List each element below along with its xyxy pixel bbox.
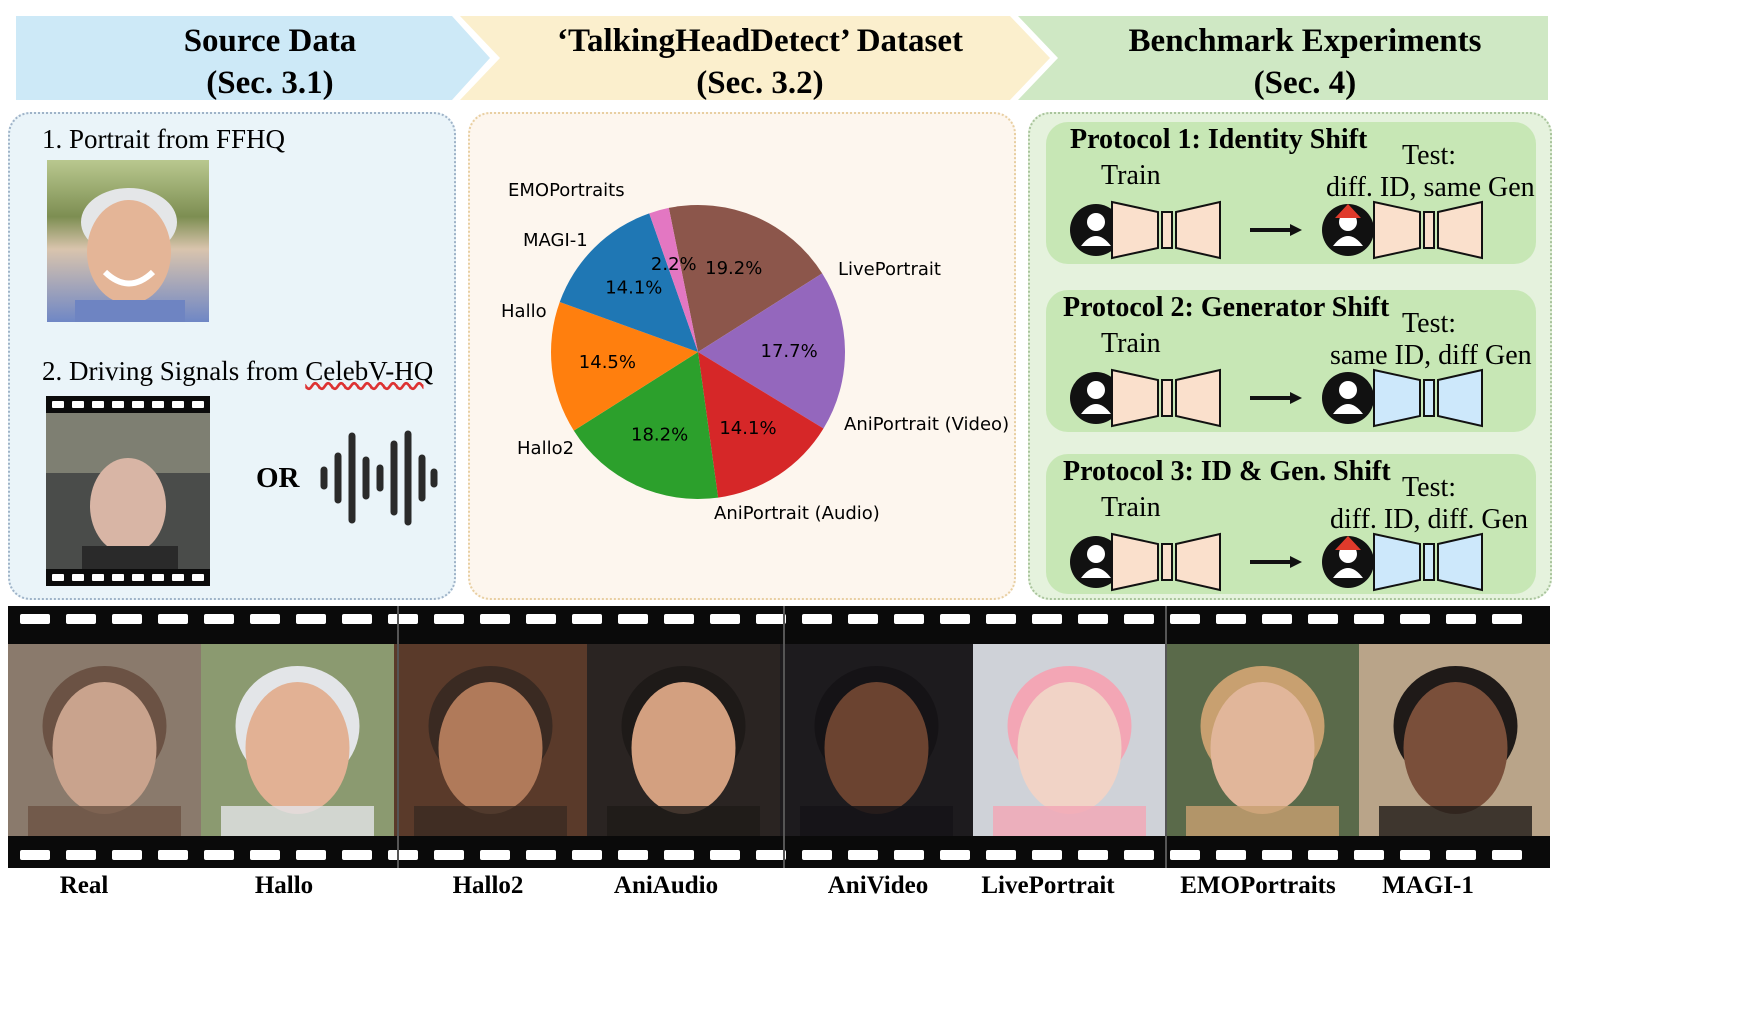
film-label-emoportraits: EMOPortraits (1180, 872, 1336, 899)
banner-benchmark (1018, 16, 1548, 100)
pie-label-hallo: Hallo (501, 301, 547, 322)
celebv-video-frame (46, 396, 210, 586)
protocol-1-test-condition: diff. ID, same Gen (1326, 172, 1535, 203)
protocol-1-test-heading: Test: (1402, 140, 1457, 171)
train-model-icon (1111, 532, 1221, 592)
pie-label-hallo2: Hallo2 (517, 438, 574, 459)
protocol-1-train-label: Train (1101, 160, 1161, 191)
filmstrip (8, 606, 1550, 868)
train-model-icon (1111, 200, 1221, 260)
test-identity-icon (1322, 204, 1374, 256)
arrow-head-icon (1290, 392, 1302, 404)
protocol-3-train-label: Train (1101, 492, 1161, 523)
protocol-1-diagram (1070, 200, 1483, 260)
film-frame-hallo2 (394, 644, 587, 836)
banner-dataset-title: ‘TalkingHeadDetect’ Dataset (Sec. 3.2) (556, 23, 964, 101)
train-identity-icon (1070, 204, 1122, 256)
pie-label-emoportraits: EMOPortraits (508, 180, 625, 201)
pie-value-emoportraits: 19.2% (705, 258, 762, 279)
test-identity-icon (1322, 536, 1374, 588)
pie-slice-aniportrait-audio (573, 352, 719, 499)
film-frame-hallo (201, 644, 394, 836)
film-frame-magi-1 (1359, 644, 1550, 836)
pie-slice-emoportraits (668, 205, 823, 352)
protocol-3-test-condition: diff. ID, diff. Gen (1330, 504, 1529, 535)
pie-value-hallo: 14.1% (605, 277, 662, 298)
banner-benchmark-title: Benchmark Experiments (Sec. 4) (1128, 23, 1482, 101)
film-label-anivideo: AniVideo (827, 872, 929, 899)
test-identity-icon (1322, 372, 1374, 424)
film-frame-anivideo (780, 644, 973, 836)
train-identity-icon (1070, 536, 1122, 588)
train-model-icon (1111, 368, 1221, 428)
pie-label-magi-1: MAGI-1 (523, 230, 588, 251)
film-label-liveportrait: LivePortrait (981, 872, 1115, 899)
ffhq-portrait (47, 160, 209, 322)
protocol-2-diagram (1070, 368, 1483, 428)
film-label-real: Real (59, 872, 109, 899)
pie-value-aniportrait-audio: 18.2% (631, 425, 688, 446)
film-label-hallo: Hallo (254, 872, 314, 899)
pie-value-magi-1: 2.2% (651, 254, 697, 275)
audio-waveform-icon (320, 430, 438, 526)
pie-value-aniportrait-video: 14.1% (719, 418, 776, 439)
celebv-film-frame (46, 396, 210, 586)
film-label-hallo2: Hallo2 (452, 872, 524, 899)
protocol-2-test-heading: Test: (1402, 308, 1457, 339)
ffhq-face-sketch (75, 188, 185, 322)
driving-signals-label: 2. Driving Signals from CelebV-HQ (42, 356, 434, 386)
sprocket-holes (20, 614, 1522, 860)
film-label-magi-1: MAGI-1 (1382, 872, 1474, 899)
pie-label-aniportrait-audio: AniPortrait (Audio) (714, 503, 880, 524)
test-model-icon (1373, 200, 1483, 260)
film-label-aniaudio: AniAudio (613, 872, 719, 899)
protocol-3-diagram (1070, 532, 1483, 592)
pie-label-liveportrait: LivePortrait (838, 259, 941, 280)
or-label: OR (256, 462, 300, 494)
protocol-2-title: Protocol 2: Generator Shift (1063, 292, 1390, 323)
arrow-head-icon (1290, 224, 1302, 236)
ffhq-label: 1. Portrait from FFHQ (42, 124, 285, 154)
protocol-2-test-condition: same ID, diff Gen (1330, 340, 1532, 371)
pie-slice-aniportrait-video (698, 352, 824, 498)
test-model-icon (1373, 368, 1483, 428)
film-frame-real (8, 644, 201, 836)
pie-slice-liveportrait (698, 273, 845, 429)
banner-dataset (460, 16, 1050, 100)
test-model-icon (1373, 532, 1483, 592)
train-identity-icon (1070, 372, 1122, 424)
banner-arrows (16, 16, 1548, 100)
film-frame-emoportraits (1166, 644, 1359, 836)
pie-slice-magi-1 (649, 207, 698, 352)
banner-source-title: Source Data (Sec. 3.1) (183, 23, 357, 101)
pie-value-liveportrait: 17.7% (761, 341, 818, 362)
banner-source (16, 16, 490, 100)
pie-slice-hallo (559, 213, 698, 352)
protocol-2-train-label: Train (1101, 328, 1161, 359)
film-frame-aniaudio (587, 644, 780, 836)
film-frame-liveportrait (973, 644, 1166, 836)
pie-chart: 19.2% EMOPortraits 17.7% LivePortrait 14.1% A… (501, 180, 1009, 524)
protocol-1-title: Protocol 1: Identity Shift (1070, 124, 1368, 155)
pie-label-aniportrait-video: AniPortrait (Video) (844, 414, 1009, 435)
pie-value-hallo2: 14.5% (579, 352, 636, 373)
pie-slice-hallo2 (551, 302, 698, 431)
protocol-3-test-heading: Test: (1402, 472, 1457, 503)
arrow-head-icon (1290, 556, 1302, 568)
protocol-3-title: Protocol 3: ID & Gen. Shift (1063, 456, 1391, 487)
